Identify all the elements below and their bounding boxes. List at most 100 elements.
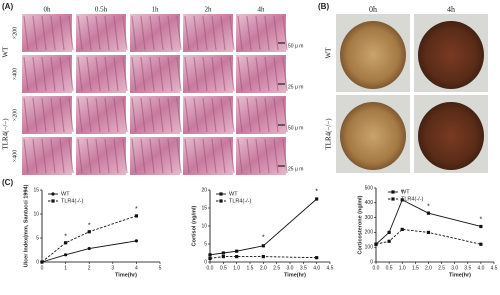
stomach — [340, 21, 406, 89]
y-tick-label: 500 — [365, 185, 374, 191]
tissue-texture — [68, 97, 74, 133]
tissue-texture — [255, 97, 261, 133]
y-tick-label: 100 — [365, 245, 374, 251]
tissue-texture — [255, 56, 261, 92]
tissue-texture — [131, 138, 137, 174]
tissue-texture — [273, 15, 279, 51]
tissue-texture — [158, 138, 164, 174]
tissue-texture — [202, 15, 208, 51]
histology-image — [22, 96, 72, 134]
x-tick-label: 2.5 — [273, 265, 280, 271]
tissue-texture — [176, 138, 182, 174]
y-tick-label: 0 — [370, 259, 373, 265]
data-point — [400, 198, 404, 202]
x-tick-label: 0 — [41, 265, 44, 271]
tissue-texture — [50, 138, 56, 174]
tissue-texture — [23, 15, 29, 51]
histology-image — [183, 96, 233, 134]
tissue-texture — [220, 97, 226, 133]
tissue-texture — [282, 97, 288, 133]
tissue-texture — [149, 97, 155, 133]
tissue-texture — [193, 56, 199, 92]
legend-label: TLR4(-/-) — [61, 198, 83, 204]
tissue-texture — [131, 56, 137, 92]
group-label: TLR4(−/−) — [325, 118, 333, 150]
tissue-texture — [264, 138, 270, 174]
x-tick-label: 0.5 — [220, 265, 227, 271]
stomach — [418, 21, 484, 89]
tissue-texture — [95, 56, 101, 92]
tissue-texture — [41, 138, 47, 174]
stomach — [340, 102, 406, 170]
x-tick-label: 2 — [88, 265, 91, 271]
data-point — [261, 244, 265, 248]
tissue-texture — [50, 97, 56, 133]
data-point — [426, 230, 431, 234]
tissue-texture — [193, 138, 199, 174]
series-line — [209, 256, 317, 259]
tissue-texture — [220, 138, 226, 174]
group-label: WT — [2, 46, 10, 58]
x-tick-label: 3.0 — [287, 265, 294, 271]
tissue-texture — [158, 56, 164, 92]
tissue-texture — [255, 15, 261, 51]
y-tick-label: 15 — [201, 205, 207, 211]
annotation: * — [88, 222, 91, 229]
tissue-texture — [149, 15, 155, 51]
histology-image — [236, 96, 286, 134]
y-tick-label: 0 — [36, 259, 39, 265]
tissue-texture — [229, 138, 235, 174]
tissue-texture — [237, 97, 243, 133]
tissue-texture — [86, 97, 92, 133]
annotation: * — [401, 189, 404, 196]
tissue-texture — [104, 97, 110, 133]
tissue-texture — [167, 56, 173, 92]
y-tick-label: 5 — [204, 241, 207, 247]
data-point — [235, 249, 239, 253]
tissue-texture — [113, 138, 119, 174]
tissue-texture — [104, 56, 110, 92]
tissue-texture — [77, 15, 83, 51]
x-tick-label: 2.5 — [438, 265, 445, 271]
histology-image — [130, 55, 180, 93]
annotation: * — [315, 189, 318, 196]
tissue-texture — [264, 56, 270, 92]
stomach — [418, 102, 484, 170]
scale-label: 25 μ m — [288, 84, 303, 90]
magnification: ×200 — [12, 109, 18, 121]
tissue-texture — [32, 138, 38, 174]
tissue-texture — [211, 97, 217, 133]
tissue-texture — [158, 97, 164, 133]
tissue-texture — [220, 56, 226, 92]
tissue-texture — [273, 56, 279, 92]
tissue-texture — [32, 56, 38, 92]
tissue-texture — [282, 15, 288, 51]
x-axis-label: Time(hr) — [115, 272, 137, 278]
scale-label: 50 μ m — [288, 43, 303, 49]
tissue-texture — [59, 97, 65, 133]
tissue-texture — [77, 97, 83, 133]
tissue-texture — [113, 56, 119, 92]
tissue-texture — [220, 15, 226, 51]
legend-label: TLR4(-/-) — [401, 196, 423, 202]
tissue-texture — [59, 138, 65, 174]
tissue-texture — [41, 56, 47, 92]
time-label: 0h — [44, 6, 52, 14]
histology-image — [76, 137, 126, 175]
tissue-texture — [59, 56, 65, 92]
tissue-texture — [176, 56, 182, 92]
tissue-texture — [32, 15, 38, 51]
x-tick-label: 1.5 — [412, 265, 419, 271]
time-label: 0.5h — [95, 6, 108, 14]
legend-marker — [51, 199, 55, 203]
tissue-texture — [86, 56, 92, 92]
scale-label: 50 μ m — [288, 125, 303, 131]
tissue-texture — [86, 138, 92, 174]
tissue-texture — [255, 138, 261, 174]
tissue-texture — [95, 138, 101, 174]
x-tick-label: 2.0 — [260, 265, 267, 271]
tissue-texture — [122, 97, 128, 133]
tissue-texture — [68, 56, 74, 92]
data-point — [387, 230, 391, 234]
